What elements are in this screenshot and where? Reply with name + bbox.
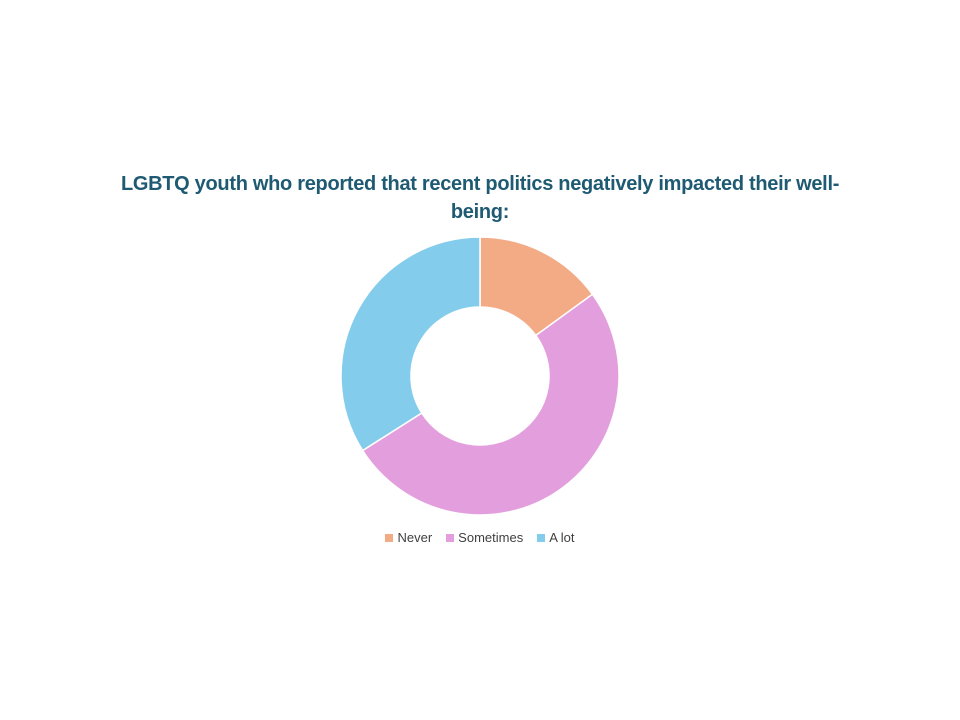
- legend-label: A lot: [549, 530, 575, 545]
- donut-slice-a-lot: [340, 236, 481, 452]
- legend-label: Sometimes: [458, 530, 524, 545]
- legend-item-sometimes: Sometimes: [446, 530, 523, 545]
- legend-item-a-lot: A lot: [537, 530, 575, 545]
- legend-label: Never: [397, 530, 433, 545]
- donut-slice-sometimes: [361, 293, 620, 516]
- chart-legend: Never Sometimes A lot: [0, 530, 960, 545]
- legend-swatch: [537, 533, 546, 542]
- legend-item-never: Never: [385, 530, 432, 545]
- legend-swatch: [446, 533, 455, 542]
- legend-swatch: [385, 533, 394, 542]
- chart-title: LGBTQ youth who reported that recent pol…: [120, 173, 840, 223]
